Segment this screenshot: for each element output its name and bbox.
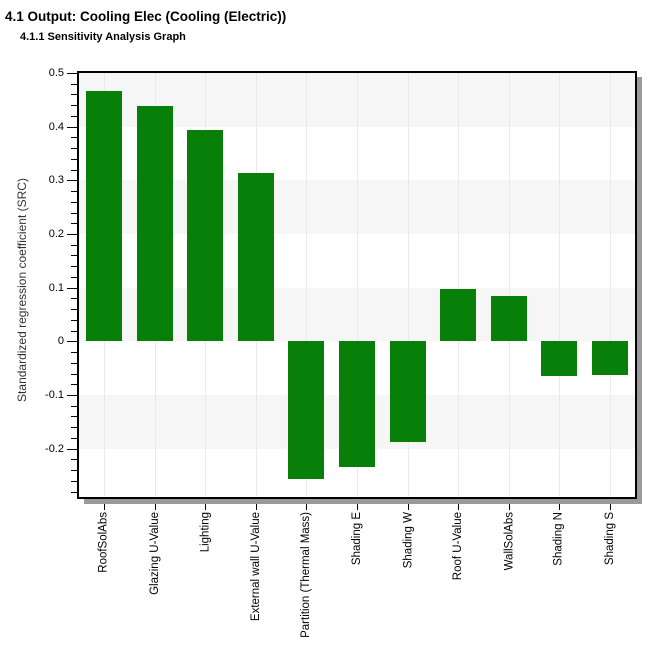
bar — [86, 90, 122, 342]
bar — [541, 341, 577, 377]
bar — [238, 172, 274, 342]
y-minor-tick — [71, 298, 77, 299]
plot-shadow-bottom — [84, 499, 642, 504]
gridline — [509, 73, 510, 497]
x-tick-label-text: Roof U-Value — [452, 512, 464, 581]
y-major-tick — [67, 180, 77, 181]
bar — [339, 341, 375, 467]
plot-area — [79, 73, 635, 497]
section-heading: 4.1.1 Sensitivity Analysis Graph — [20, 31, 186, 43]
y-minor-tick — [71, 459, 77, 460]
x-tick — [559, 499, 560, 510]
y-tick-label: -0.2 — [45, 443, 64, 455]
x-tick — [610, 499, 611, 510]
bar — [592, 341, 628, 375]
x-tick-label-text: External wall U-Value — [250, 512, 262, 622]
y-minor-tick — [71, 309, 77, 310]
y-minor-tick — [71, 255, 77, 256]
y-minor-tick — [71, 137, 77, 138]
plot-shadow-right — [637, 77, 642, 504]
y-major-tick — [67, 449, 77, 450]
y-tick-label: 0.4 — [48, 121, 64, 133]
bar — [491, 296, 527, 342]
x-tick-label-text: Shading W — [402, 512, 414, 569]
x-tick-label-text: RoofSolAbs — [98, 512, 110, 573]
x-tick-label-text: Lighting — [199, 512, 211, 553]
y-minor-tick — [71, 481, 77, 482]
y-minor-tick — [71, 320, 77, 321]
bar — [288, 341, 324, 480]
y-major-tick — [67, 395, 77, 396]
bar — [440, 289, 476, 342]
x-tick — [458, 499, 459, 510]
y-minor-tick — [71, 84, 77, 85]
bar — [390, 341, 426, 443]
y-tick-label: 0.2 — [48, 228, 64, 240]
y-minor-tick — [71, 470, 77, 471]
y-tick-label: 0 — [57, 335, 64, 347]
y-major-tick — [67, 234, 77, 235]
x-tick — [408, 499, 409, 510]
y-minor-tick — [71, 245, 77, 246]
y-minor-tick — [71, 202, 77, 203]
y-minor-tick — [71, 374, 77, 375]
x-tick — [509, 499, 510, 510]
x-tick — [155, 499, 156, 510]
x-tick — [306, 499, 307, 510]
x-tick — [104, 499, 105, 510]
x-tick-label-text: WallSolAbs — [503, 512, 515, 571]
gridline — [357, 73, 358, 497]
y-tick-label: 0.1 — [48, 282, 64, 294]
y-minor-tick — [71, 406, 77, 407]
gridline — [559, 73, 560, 497]
y-minor-tick — [71, 170, 77, 171]
y-major-tick — [67, 127, 77, 128]
y-minor-tick — [71, 363, 77, 364]
x-tick — [256, 499, 257, 510]
y-minor-tick — [71, 213, 77, 214]
x-tick-label-text: Shading N — [553, 512, 565, 566]
gridline — [458, 73, 459, 497]
y-major-tick — [67, 341, 77, 342]
x-tick-label-text: Shading S — [604, 512, 616, 566]
x-tick-label-text: Shading E — [351, 512, 363, 566]
x-tick-label-text: Partition (Thermal Mass) — [300, 512, 312, 638]
x-tick — [205, 499, 206, 510]
y-minor-tick — [71, 277, 77, 278]
gridline — [408, 73, 409, 497]
y-minor-tick — [71, 384, 77, 385]
y-minor-tick — [71, 191, 77, 192]
page-title: 4.1 Output: Cooling Elec (Cooling (Elect… — [5, 9, 287, 24]
y-minor-tick — [71, 331, 77, 332]
gridline — [306, 73, 307, 497]
x-tick — [357, 499, 358, 510]
y-minor-tick — [71, 223, 77, 224]
y-minor-tick — [71, 416, 77, 417]
y-minor-tick — [71, 352, 77, 353]
bar — [187, 129, 223, 342]
y-minor-tick — [71, 116, 77, 117]
bar — [137, 105, 173, 342]
y-minor-tick — [71, 94, 77, 95]
y-major-tick — [67, 73, 77, 74]
y-minor-tick — [71, 266, 77, 267]
y-tick-label: 0.3 — [48, 174, 64, 186]
y-minor-tick — [71, 492, 77, 493]
x-tick-label-text: Glazing U-Value — [149, 512, 161, 595]
y-tick-label: -0.1 — [45, 389, 64, 401]
y-major-tick — [67, 288, 77, 289]
y-minor-tick — [71, 427, 77, 428]
y-minor-tick — [71, 438, 77, 439]
gridline — [610, 73, 611, 497]
y-minor-tick — [71, 159, 77, 160]
y-minor-tick — [71, 148, 77, 149]
y-tick-label: 0.5 — [48, 67, 64, 79]
y-minor-tick — [71, 105, 77, 106]
